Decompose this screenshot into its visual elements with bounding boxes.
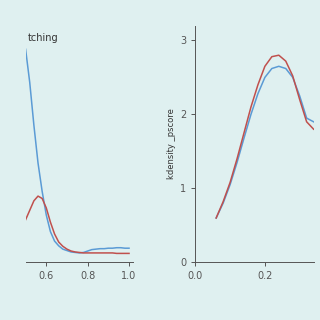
Y-axis label: kdensity _pscore: kdensity _pscore	[167, 108, 176, 180]
Text: tching: tching	[28, 33, 58, 43]
